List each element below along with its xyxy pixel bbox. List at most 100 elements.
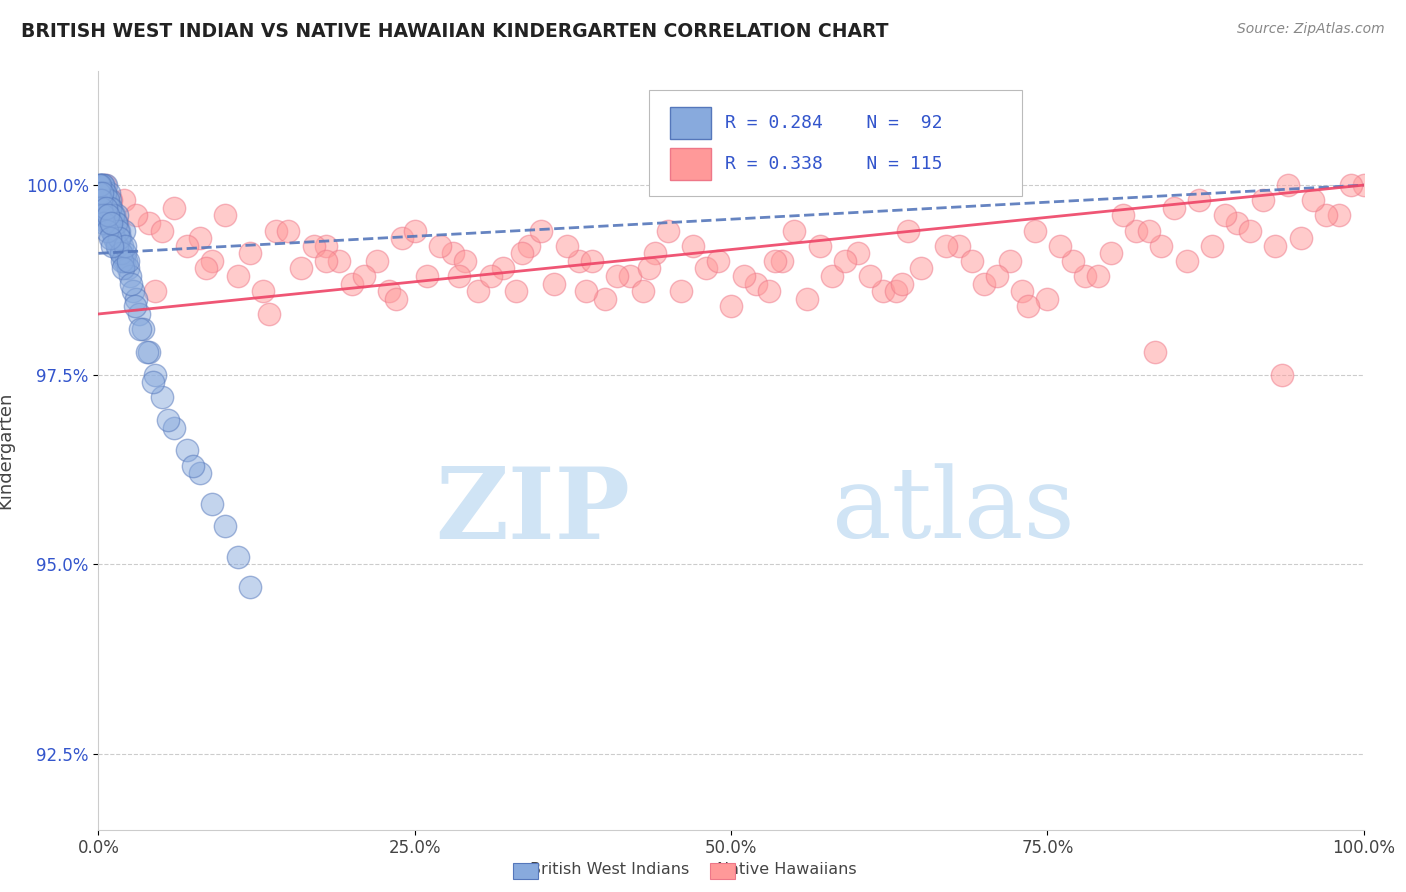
Point — [163, 201, 186, 215]
Point — [188, 467, 211, 481]
Point — [96, 216, 118, 230]
Point — [720, 300, 742, 314]
Point — [302, 239, 325, 253]
Point — [125, 209, 148, 223]
Point — [973, 277, 995, 291]
Point — [93, 201, 115, 215]
Point — [90, 194, 112, 208]
Point — [290, 261, 312, 276]
Point — [145, 368, 166, 382]
Point — [142, 375, 165, 389]
Y-axis label: Kindergarten: Kindergarten — [0, 392, 14, 509]
Point — [121, 285, 143, 299]
Point — [120, 269, 141, 284]
Text: British West Indians: British West Indians — [530, 863, 689, 877]
Point — [112, 224, 135, 238]
Text: atlas: atlas — [832, 463, 1076, 559]
Point — [1125, 224, 1147, 238]
Point — [479, 269, 502, 284]
Point — [163, 421, 186, 435]
Point — [1163, 201, 1185, 215]
Point — [259, 307, 281, 321]
Point — [90, 201, 112, 215]
Point — [104, 231, 127, 245]
Point — [391, 231, 413, 245]
Point — [328, 254, 350, 268]
Point — [821, 269, 844, 284]
Point — [150, 391, 173, 405]
Point — [107, 209, 129, 223]
Point — [277, 224, 299, 238]
Point — [138, 345, 160, 359]
Point — [593, 292, 616, 306]
Point — [796, 292, 818, 306]
Point — [93, 186, 117, 200]
Point — [91, 186, 114, 200]
Point — [543, 277, 565, 291]
Point — [97, 209, 120, 223]
Point — [239, 580, 262, 594]
Point — [1315, 209, 1337, 223]
Point — [682, 239, 704, 253]
Point — [315, 254, 337, 268]
Point — [447, 269, 470, 284]
Point — [1271, 368, 1294, 382]
Point — [353, 269, 375, 284]
Point — [176, 239, 198, 253]
Point — [834, 254, 856, 268]
Point — [93, 178, 115, 193]
Point — [1175, 254, 1198, 268]
Point — [1087, 269, 1109, 284]
Point — [264, 224, 287, 238]
Point — [891, 277, 914, 291]
Point — [770, 254, 793, 268]
Point — [1302, 194, 1324, 208]
Point — [1226, 216, 1249, 230]
Point — [644, 246, 666, 260]
Point — [986, 269, 1008, 284]
Point — [846, 246, 869, 260]
Point — [101, 224, 124, 238]
Point — [1213, 209, 1236, 223]
Point — [100, 216, 122, 230]
Point — [1017, 300, 1039, 314]
Point — [998, 254, 1021, 268]
Point — [100, 194, 122, 208]
Point — [910, 261, 932, 276]
Point — [530, 224, 553, 238]
Text: Source: ZipAtlas.com: Source: ZipAtlas.com — [1237, 22, 1385, 37]
Point — [378, 285, 401, 299]
FancyBboxPatch shape — [648, 90, 1022, 196]
Point — [707, 254, 730, 268]
Point — [631, 285, 654, 299]
Point — [108, 231, 131, 245]
Point — [1049, 239, 1071, 253]
Point — [808, 239, 831, 253]
Point — [94, 178, 117, 193]
Point — [107, 216, 129, 230]
Point — [93, 194, 115, 208]
Point — [1099, 246, 1122, 260]
Point — [492, 261, 515, 276]
Point — [94, 201, 117, 215]
Point — [872, 285, 894, 299]
Point — [138, 216, 160, 230]
Point — [96, 194, 118, 208]
Point — [111, 254, 134, 268]
Point — [145, 285, 166, 299]
Point — [1150, 239, 1173, 253]
Point — [568, 254, 591, 268]
Point — [765, 254, 787, 268]
Point — [91, 178, 114, 193]
Point — [176, 443, 198, 458]
Point — [783, 224, 806, 238]
Point — [117, 254, 139, 268]
Point — [1062, 254, 1084, 268]
Point — [1188, 194, 1211, 208]
Point — [1289, 231, 1312, 245]
Point — [1112, 209, 1135, 223]
Point — [97, 201, 120, 215]
Point — [1137, 224, 1160, 238]
Point — [441, 246, 464, 260]
Point — [758, 285, 780, 299]
